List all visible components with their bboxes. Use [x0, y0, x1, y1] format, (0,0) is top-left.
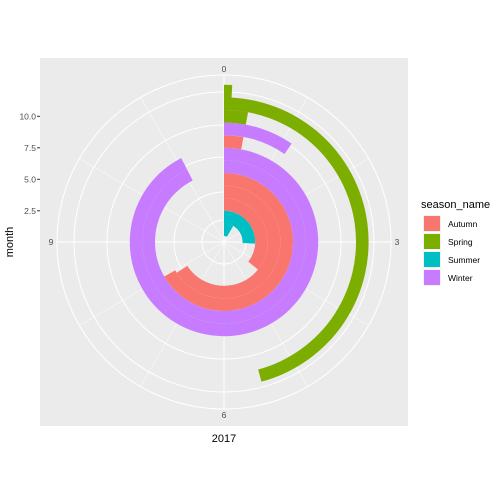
- legend-swatch-autumn: [424, 216, 440, 231]
- bar-month-8: [224, 135, 244, 150]
- bar-month-2: [224, 210, 256, 244]
- x-axis-title: 2017: [212, 433, 236, 445]
- theta-tick-label: 9: [49, 237, 54, 247]
- bar-month-9: [224, 122, 292, 154]
- legend-title: season_name: [421, 199, 490, 211]
- bars: [129, 84, 369, 382]
- theta-tick-label: 6: [222, 410, 227, 420]
- theta-tick-label: 3: [395, 237, 400, 247]
- bar-month-3: [224, 198, 268, 270]
- radial-tick-label: 7.5: [24, 143, 36, 153]
- radial-tick-labels: 2.5 5.0 7.5 10.0: [19, 111, 40, 216]
- legend-label-spring: Spring: [448, 237, 473, 247]
- radial-tick-label: 5.0: [24, 174, 36, 184]
- theta-tick-labels: 0 3 6 9: [49, 64, 400, 420]
- theta-tick-label: 0: [222, 64, 227, 74]
- bar-month-1: [224, 223, 234, 237]
- legend-swatch-winter: [424, 270, 440, 285]
- bar-month-10: [224, 110, 249, 125]
- y-axis-title: month: [4, 227, 16, 258]
- radial-tick-label: 10.0: [19, 111, 36, 121]
- legend-label-winter: Winter: [448, 273, 473, 283]
- legend-label-autumn: Autumn: [448, 219, 478, 229]
- legend-swatch-summer: [424, 252, 440, 267]
- legend-swatch-spring: [424, 234, 440, 249]
- bar-month-12: [224, 84, 233, 98]
- legend-label-summer: Summer: [448, 255, 480, 265]
- legend: season_name Autumn Spring Summer Winter: [421, 199, 490, 286]
- radial-tick-label: 2.5: [24, 206, 36, 216]
